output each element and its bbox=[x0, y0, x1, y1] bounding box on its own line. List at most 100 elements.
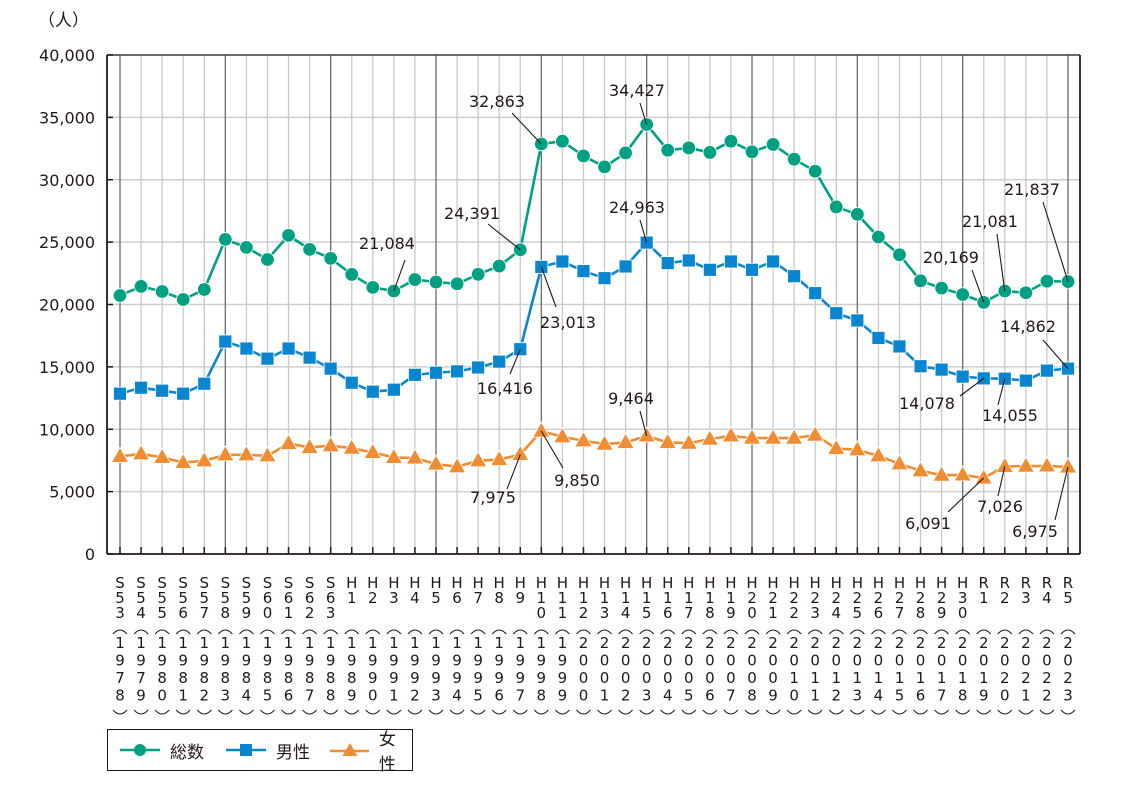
x-tick-label-era: 5 bbox=[199, 589, 209, 607]
data-point-circle bbox=[765, 137, 781, 152]
x-tick-label-year: 1 bbox=[431, 634, 441, 652]
x-label-bracket-close bbox=[765, 709, 781, 715]
data-point-triangle bbox=[110, 446, 130, 463]
x-label-bracket-open bbox=[723, 629, 739, 635]
x-label-bracket-open bbox=[871, 629, 886, 635]
leader-line bbox=[393, 259, 406, 292]
x-tick-label-year: 8 bbox=[747, 687, 757, 705]
x-label-bracket-close bbox=[281, 709, 296, 715]
x-tick-label-year: 8 bbox=[326, 669, 336, 687]
data-point-square bbox=[702, 262, 717, 277]
x-tick-label-year: 0 bbox=[747, 652, 757, 670]
x-tick-label-year: 2 bbox=[768, 634, 778, 652]
x-tick-label-year: 1 bbox=[242, 634, 252, 652]
data-point-circle bbox=[112, 288, 128, 303]
data-point-circle bbox=[492, 258, 507, 274]
x-tick-label-era: R bbox=[1042, 574, 1052, 592]
data-point-triangle bbox=[784, 428, 804, 445]
x-label-bracket-close bbox=[913, 709, 928, 715]
x-tick-label-era: R bbox=[1021, 574, 1031, 592]
data-point-square bbox=[155, 383, 170, 398]
x-tick-label-era: H bbox=[894, 574, 905, 592]
data-point-triangle bbox=[700, 429, 720, 446]
leader-line bbox=[639, 410, 648, 437]
data-point-square bbox=[302, 350, 317, 365]
data-point-triangle bbox=[131, 444, 151, 461]
data-point-square bbox=[681, 253, 696, 268]
data-point-square bbox=[934, 362, 949, 377]
x-label-bracket-open bbox=[239, 629, 254, 635]
x-label-bracket-close bbox=[428, 709, 444, 715]
x-tick-label-year: 1 bbox=[115, 634, 125, 652]
x-tick-label-year: 0 bbox=[368, 687, 378, 705]
x-tick-label-year: 2 bbox=[916, 634, 926, 652]
data-label: 34,427 bbox=[609, 81, 665, 100]
data-point-square bbox=[197, 376, 212, 391]
data-point-square bbox=[471, 360, 486, 375]
x-tick-label-year: 1 bbox=[221, 634, 231, 652]
data-point-circle bbox=[239, 240, 254, 255]
x-label-bracket-close bbox=[323, 709, 339, 715]
x-tick-label-year: 1 bbox=[368, 634, 378, 652]
x-tick-label-year: 9 bbox=[558, 652, 568, 670]
x-tick-label-era: H bbox=[409, 574, 420, 592]
x-label-bracket-close bbox=[512, 709, 528, 715]
x-tick-label-era: 1 bbox=[579, 589, 589, 607]
x-tick-label-year: 2 bbox=[705, 634, 715, 652]
x-tick-label-era: H bbox=[873, 574, 884, 592]
data-point-circle bbox=[871, 229, 886, 245]
x-tick-label-year: 0 bbox=[958, 652, 968, 670]
x-label-bracket-close bbox=[133, 709, 149, 715]
x-label-bracket-open bbox=[281, 629, 296, 635]
data-point-square bbox=[408, 367, 422, 382]
x-tick-label-year: 7 bbox=[115, 669, 125, 687]
x-tick-label-year: 1 bbox=[494, 634, 504, 652]
x-tick-label-era: H bbox=[725, 574, 736, 592]
x-tick-label-year: 8 bbox=[221, 669, 231, 687]
series-line-female bbox=[119, 429, 1069, 480]
x-tick-label-era: 7 bbox=[473, 589, 483, 607]
y-tick-label: 15,000 bbox=[39, 358, 95, 377]
data-point-circle bbox=[218, 232, 233, 247]
x-tick-label-year: 8 bbox=[242, 669, 252, 687]
x-tick-label-era: S bbox=[263, 574, 273, 592]
x-tick-label-year: 9 bbox=[768, 687, 778, 705]
x-tick-label-era: 6 bbox=[284, 589, 294, 607]
x-tick-label-era: H bbox=[662, 574, 673, 592]
x-tick-label-year: 1 bbox=[558, 634, 568, 652]
data-point-circle bbox=[702, 145, 718, 160]
x-tick-label-year: 3 bbox=[431, 687, 441, 705]
data-point-triangle bbox=[321, 435, 340, 453]
x-tick-label-year: 9 bbox=[515, 669, 525, 687]
x-tick-label-era: H bbox=[810, 574, 821, 592]
x-tick-label-year: 2 bbox=[726, 634, 736, 652]
x-tick-label-year: 8 bbox=[178, 669, 188, 687]
y-axis-ticks: 0 5,000 10,000 15,000 20,000 25,000 30,000 35,0… bbox=[39, 46, 113, 564]
x-tick-label-year: 1 bbox=[178, 634, 188, 652]
x-tick-label-year: 1 bbox=[389, 634, 399, 652]
x-tick-label-era: 1 bbox=[768, 604, 778, 622]
leader-line bbox=[1042, 201, 1069, 282]
series-male bbox=[113, 235, 1075, 401]
x-tick-label-year: 1 bbox=[452, 634, 462, 652]
x-tick-label-era: 7 bbox=[199, 604, 209, 622]
data-point-triangle bbox=[1016, 456, 1036, 473]
data-label: 21,084 bbox=[359, 234, 415, 253]
x-tick-label-year: 0 bbox=[705, 652, 715, 670]
x-tick-label-year: 2 bbox=[621, 687, 631, 705]
leader-line bbox=[540, 430, 564, 469]
x-tick-label-year: 0 bbox=[621, 652, 631, 670]
y-axis-unit-label: （人） bbox=[38, 11, 89, 31]
x-tick-label-era: R bbox=[1063, 574, 1073, 592]
data-point-circle bbox=[407, 272, 423, 287]
x-tick-label-year: 8 bbox=[199, 669, 209, 687]
data-point-triangle bbox=[195, 451, 214, 468]
x-tick-label-year: 0 bbox=[768, 669, 778, 687]
leader-line bbox=[996, 233, 1006, 292]
x-tick-label-year: 1 bbox=[979, 669, 989, 687]
x-tick-label-year: 0 bbox=[684, 669, 694, 687]
data-point-square bbox=[239, 341, 254, 356]
x-label-bracket-open bbox=[154, 629, 170, 635]
data-label: 7,026 bbox=[977, 497, 1023, 516]
x-tick-label-era: 5 bbox=[178, 589, 188, 607]
